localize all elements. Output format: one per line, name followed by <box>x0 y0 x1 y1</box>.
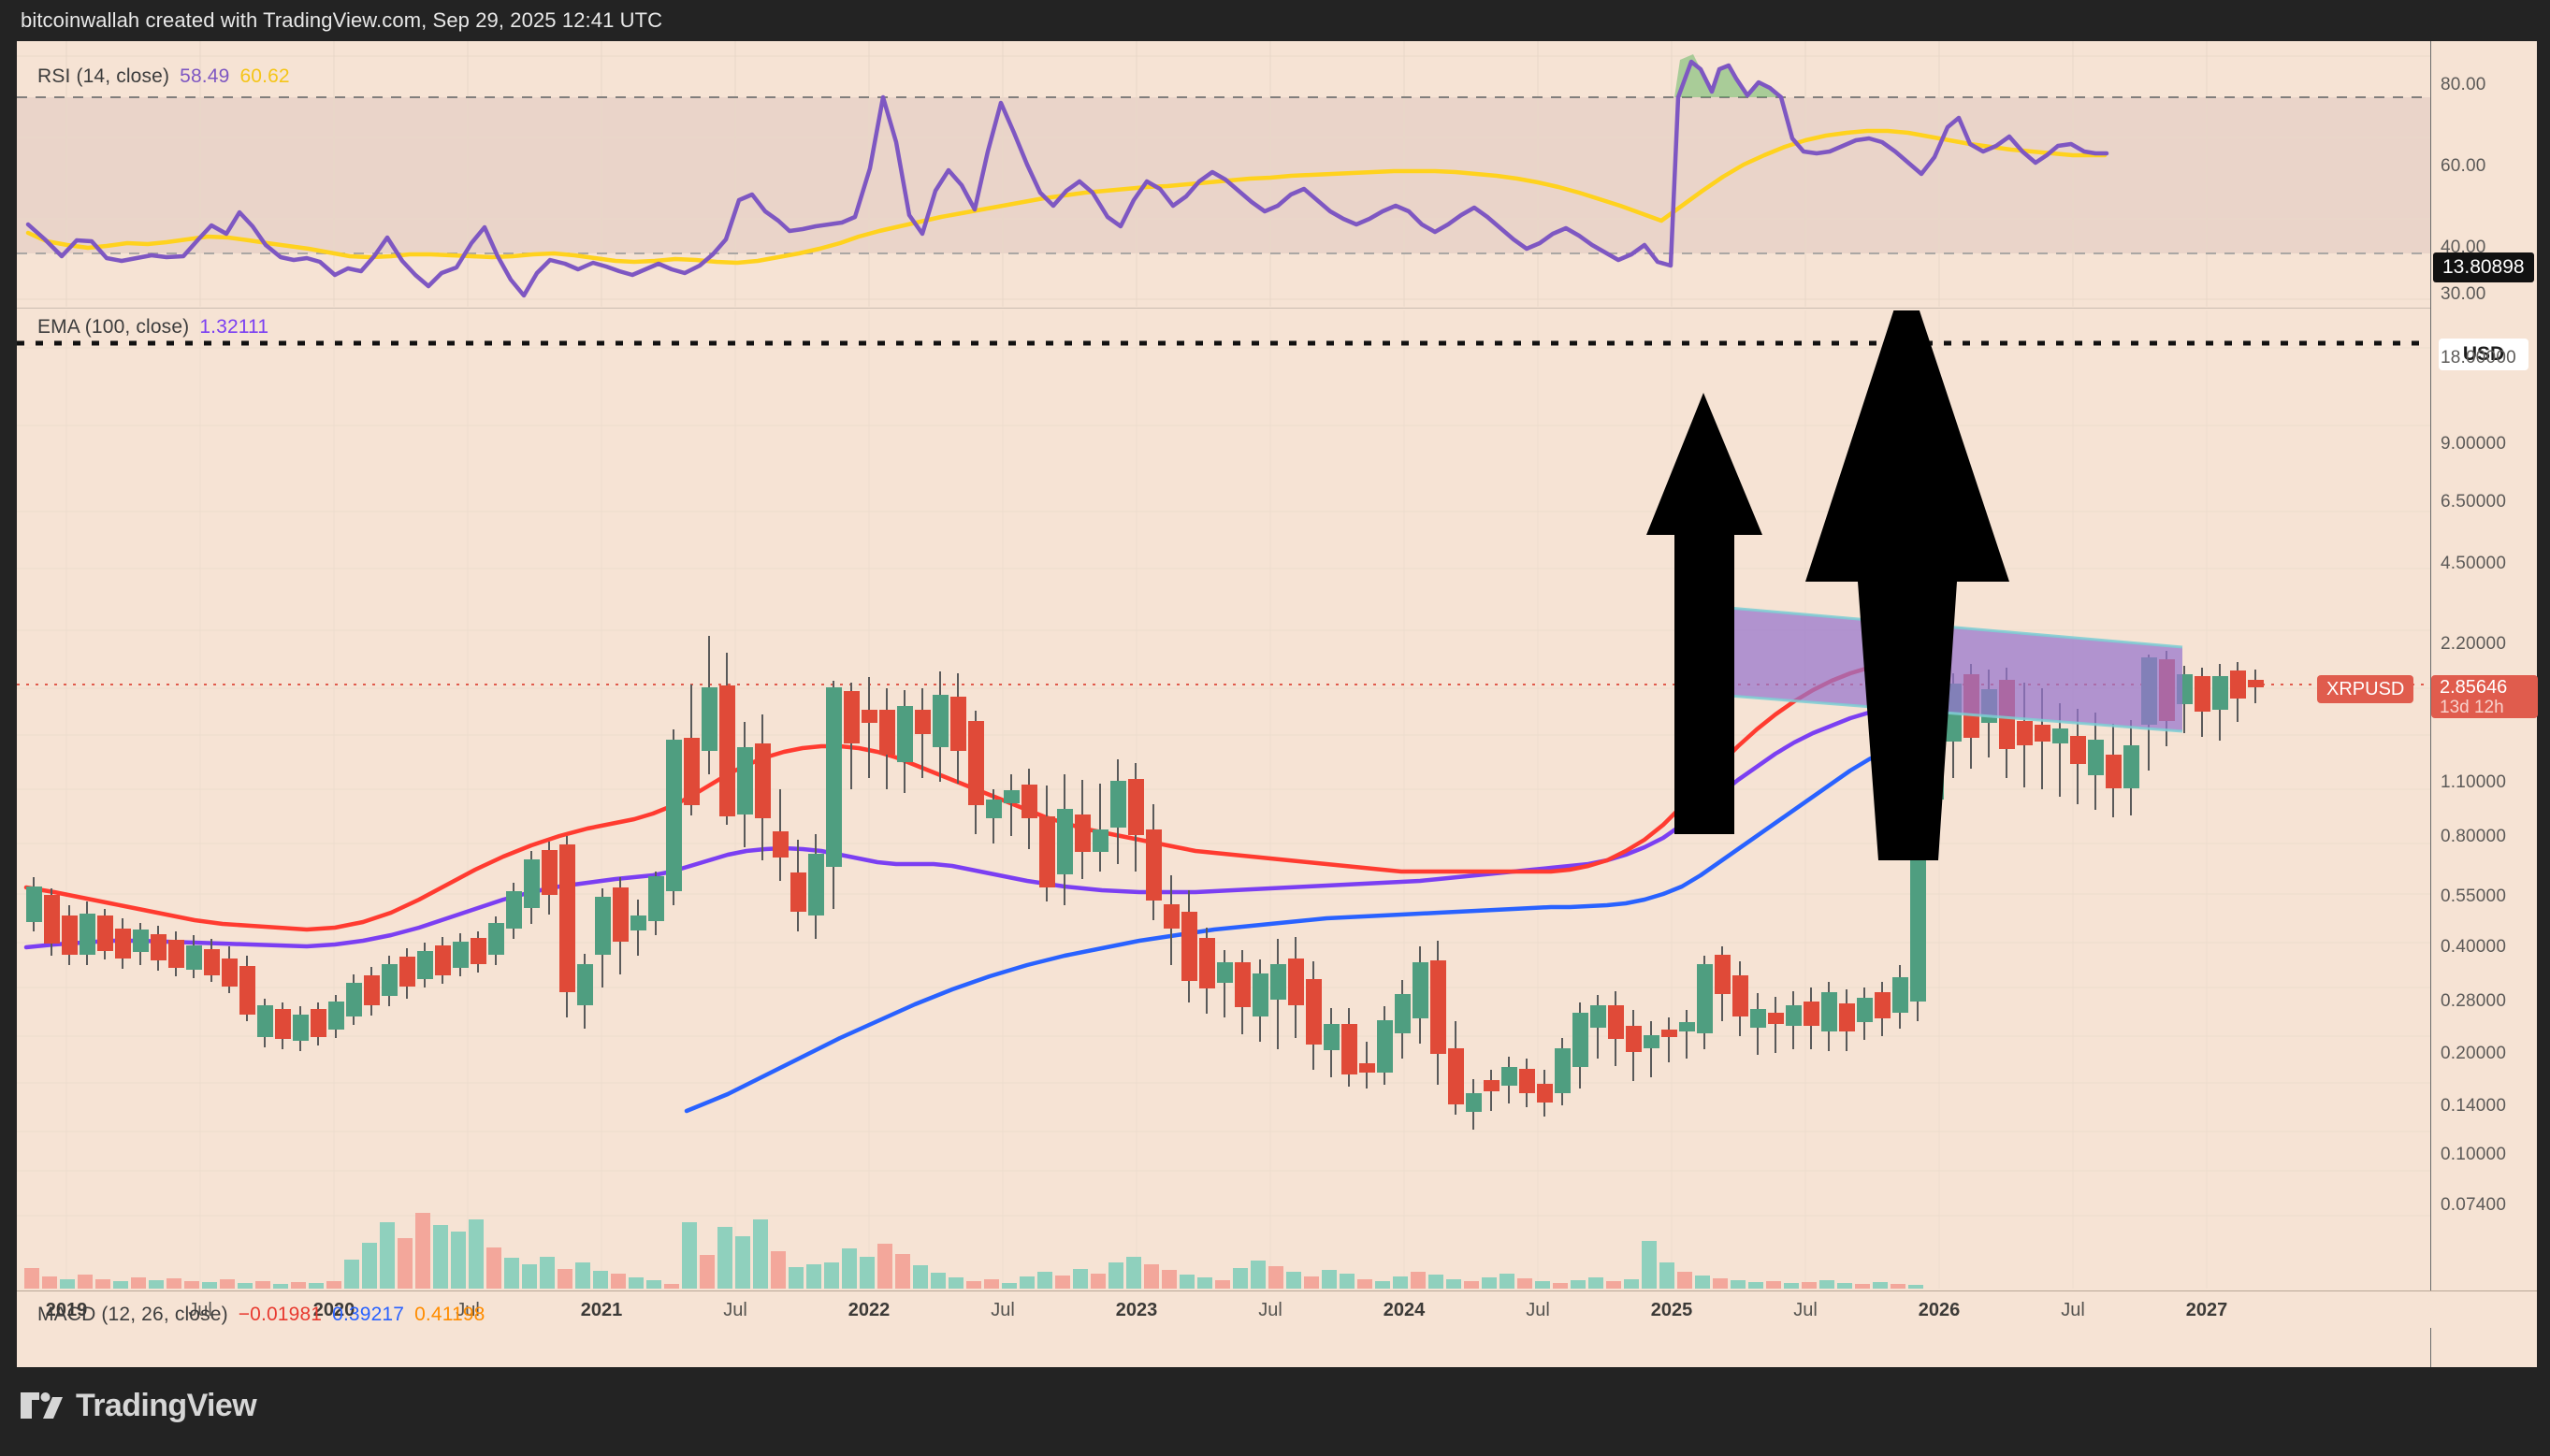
currency-badge[interactable]: USD <box>2439 339 2528 370</box>
pane-divider-rsi[interactable] <box>17 308 2537 309</box>
time-label-jul-2024: Jul <box>1526 1300 1550 1320</box>
price-axis-label-9: 9.00000 <box>2441 434 2507 454</box>
time-label-jul-2026: Jul <box>2061 1300 2085 1320</box>
time-label-2027: 2027 <box>2185 1300 2228 1320</box>
tradingview-logo[interactable]: TradingView <box>21 1388 257 1424</box>
price-pane[interactable]: XRP / U.S. Dollar · 2W · Bitstamp O2.868… <box>17 310 2430 1289</box>
price-axis-label-08: 0.80000 <box>2441 827 2507 846</box>
symbol-price-tag: XRPUSD <box>2317 675 2414 703</box>
time-label-2025: 2025 <box>1650 1300 1693 1320</box>
last-price-chip[interactable]: 2.85646 13d 12h <box>2431 675 2538 718</box>
time-label-2026: 2026 <box>1918 1300 1961 1320</box>
rsi-axis-label-60: 60.00 <box>2441 156 2486 176</box>
up-arrow-large-shape <box>1805 310 2009 860</box>
price-axis-label-055: 0.55000 <box>2441 887 2507 906</box>
tradingview-wordmark: TradingView <box>76 1388 257 1423</box>
price-axis[interactable]: 80.00 60.00 40.00 30.00 USD 18.00000 13.… <box>2317 41 2538 1367</box>
time-label-jul-2025: Jul <box>1793 1300 1818 1320</box>
price-axis-label-01: 0.10000 <box>2441 1145 2507 1164</box>
price-axis-label-028: 0.28000 <box>2441 991 2507 1011</box>
bar-countdown: 13d 12h <box>2440 698 2504 717</box>
price-axis-label-0074: 0.07400 <box>2441 1195 2507 1215</box>
time-label-jul-2021: Jul <box>723 1300 747 1320</box>
price-axis-label-45: 4.50000 <box>2441 554 2507 573</box>
up-arrow-small-shape <box>1646 393 1762 834</box>
time-label-2023: 2023 <box>1115 1300 1158 1320</box>
price-axis-label-22: 2.20000 <box>2441 634 2507 654</box>
time-label-2024: 2024 <box>1383 1300 1426 1320</box>
consolidation-channel-shape <box>1728 606 2183 733</box>
time-label-jul-2023: Jul <box>1258 1300 1282 1320</box>
rsi-axis-label-80: 80.00 <box>2441 75 2486 94</box>
time-axis[interactable]: 2019 Jul 2020 Jul 2021 Jul 2022 Jul 2023… <box>17 1290 2537 1328</box>
time-label-jul-2020: Jul <box>456 1300 480 1320</box>
time-label-jul-2022: Jul <box>991 1300 1015 1320</box>
time-label-2020: 2020 <box>312 1300 355 1320</box>
price-axis-label-18: 18.00000 <box>2441 348 2516 368</box>
highlight-price-chip: 13.80898 <box>2433 252 2534 282</box>
chart-frame[interactable]: RSI (14, close) 58.49 60.62 <box>17 41 2538 1367</box>
price-axis-label-014: 0.14000 <box>2441 1096 2507 1116</box>
time-label-jul-2019: Jul <box>188 1300 212 1320</box>
time-label-2021: 2021 <box>580 1300 623 1320</box>
price-axis-label-02: 0.20000 <box>2441 1044 2507 1063</box>
rsi-axis-label-30: 30.00 <box>2441 284 2486 304</box>
rsi-axis-label-40: 40.00 <box>2441 238 2486 257</box>
tradingview-logo-icon <box>21 1391 64 1420</box>
price-axis-label-65: 6.50000 <box>2441 492 2507 512</box>
time-label-2022: 2022 <box>848 1300 891 1320</box>
price-axis-label-04: 0.40000 <box>2441 937 2507 957</box>
time-label-2019: 2019 <box>45 1300 88 1320</box>
rsi-pane[interactable]: RSI (14, close) 58.49 60.62 <box>17 41 2430 307</box>
price-axis-label-11: 1.10000 <box>2441 772 2507 792</box>
watermark-bar: bitcoinwallah created with TradingView.c… <box>0 0 2550 41</box>
last-price-value: 2.85646 <box>2440 677 2508 698</box>
